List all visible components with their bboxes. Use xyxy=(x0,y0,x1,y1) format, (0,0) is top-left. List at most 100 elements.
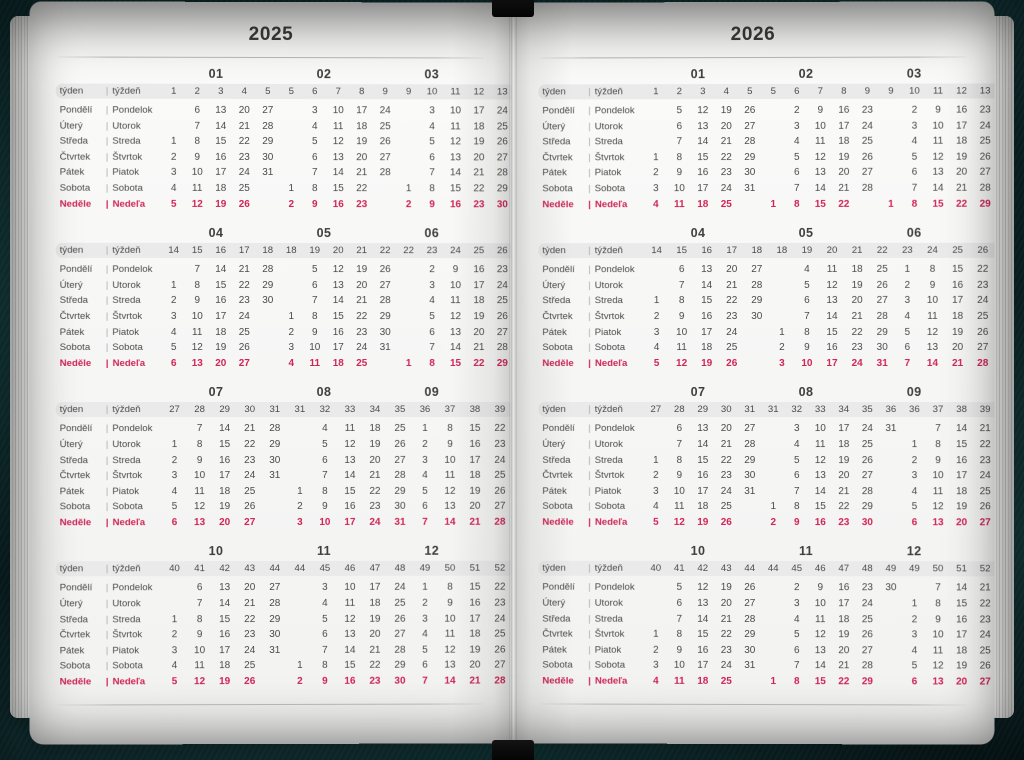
date-cell[interactable]: 12 xyxy=(444,485,456,497)
date-cell[interactable]: 3 xyxy=(171,645,178,657)
date-cell[interactable]: 16 xyxy=(955,104,968,116)
date-cell[interactable]: 14 xyxy=(814,660,826,672)
date-cell[interactable]: 7 xyxy=(935,423,941,435)
date-cell[interactable]: 12 xyxy=(826,279,838,291)
date-cell[interactable]: 20 xyxy=(473,326,485,338)
date-cell[interactable]: 29 xyxy=(394,485,406,497)
date-cell[interactable]: 6 xyxy=(793,644,800,656)
week-number-cell[interactable]: 28 xyxy=(667,402,692,418)
date-cell[interactable]: 26 xyxy=(979,151,991,163)
date-cell[interactable]: 18 xyxy=(838,613,850,625)
date-cell[interactable]: 21 xyxy=(955,182,968,194)
date-cell[interactable]: 17 xyxy=(697,660,709,672)
month-label[interactable]: 10 xyxy=(690,544,706,559)
date-cell[interactable]: 28 xyxy=(494,675,506,687)
date-cell[interactable]: 13 xyxy=(697,423,709,435)
date-cell[interactable]: 11 xyxy=(826,264,838,276)
date-cell[interactable]: 23 xyxy=(356,198,368,210)
date-cell[interactable]: 26 xyxy=(861,454,873,466)
date-cell[interactable]: 30 xyxy=(496,198,508,210)
date-cell[interactable]: 1 xyxy=(288,310,295,322)
date-cell[interactable]: 17 xyxy=(955,629,968,641)
date-cell[interactable]: 23 xyxy=(720,167,732,179)
date-cell[interactable]: 15 xyxy=(814,676,826,688)
date-cell[interactable]: 26 xyxy=(861,629,873,641)
date-cell[interactable]: 10 xyxy=(673,660,685,672)
date-cell[interactable]: 16 xyxy=(215,295,227,307)
date-cell[interactable]: 12 xyxy=(449,136,462,148)
date-cell[interactable]: 26 xyxy=(744,582,756,594)
week-number-cell[interactable]: 38 xyxy=(949,402,974,418)
date-cell[interactable]: 7 xyxy=(793,660,800,672)
date-cell[interactable]: 18 xyxy=(473,120,485,132)
date-cell[interactable]: 8 xyxy=(429,357,435,369)
date-cell[interactable]: 15 xyxy=(697,629,709,641)
date-cell[interactable]: 15 xyxy=(955,598,968,610)
date-cell[interactable]: 16 xyxy=(449,198,462,210)
date-cell[interactable]: 15 xyxy=(932,198,944,210)
month-label[interactable]: 03 xyxy=(424,67,440,82)
date-cell[interactable]: 21 xyxy=(838,660,850,672)
week-number-cell[interactable]: 11 xyxy=(443,84,468,100)
date-cell[interactable]: 17 xyxy=(701,326,713,338)
date-cell[interactable]: 18 xyxy=(369,423,381,435)
date-cell[interactable]: 16 xyxy=(826,342,838,354)
date-cell[interactable]: 5 xyxy=(170,342,177,354)
date-cell[interactable]: 10 xyxy=(673,485,685,497)
date-cell[interactable]: 14 xyxy=(215,120,227,132)
date-cell[interactable]: 23 xyxy=(244,454,256,466)
date-cell[interactable]: 2 xyxy=(429,264,435,276)
date-cell[interactable]: 7 xyxy=(804,310,810,322)
date-cell[interactable]: 29 xyxy=(876,326,888,338)
date-cell[interactable]: 20 xyxy=(955,676,968,688)
date-cell[interactable]: 6 xyxy=(422,660,428,672)
date-cell[interactable]: 5 xyxy=(429,311,435,323)
week-number-cell[interactable]: 9 xyxy=(373,84,397,100)
date-cell[interactable]: 28 xyxy=(379,167,391,179)
date-cell[interactable]: 28 xyxy=(262,120,274,132)
month-label[interactable]: 10 xyxy=(208,544,224,559)
date-cell[interactable]: 18 xyxy=(952,310,964,322)
date-cell[interactable]: 14 xyxy=(219,423,231,435)
month-label[interactable]: 07 xyxy=(690,385,706,400)
date-cell[interactable]: 14 xyxy=(955,582,968,594)
date-cell[interactable]: 31 xyxy=(269,644,281,656)
date-cell[interactable]: 12 xyxy=(193,676,206,688)
date-cell[interactable]: 2 xyxy=(653,310,660,322)
date-cell[interactable]: 24 xyxy=(851,357,863,369)
date-cell[interactable]: 1 xyxy=(405,183,412,195)
date-cell[interactable]: 13 xyxy=(932,676,944,688)
date-cell[interactable]: 27 xyxy=(861,167,873,179)
date-cell[interactable]: 11 xyxy=(674,675,685,687)
date-cell[interactable]: 18 xyxy=(955,645,968,657)
date-cell[interactable]: 26 xyxy=(244,676,256,688)
date-cell[interactable]: 30 xyxy=(379,326,391,338)
date-cell[interactable]: 4 xyxy=(793,438,800,450)
date-cell[interactable]: 25 xyxy=(720,198,732,210)
week-number-cell[interactable]: 40 xyxy=(644,561,668,577)
date-cell[interactable]: 20 xyxy=(720,598,732,610)
date-cell[interactable]: 10 xyxy=(926,295,939,307)
date-cell[interactable]: 4 xyxy=(429,295,435,307)
week-number-cell[interactable]: 32 xyxy=(312,402,338,418)
date-cell[interactable]: 27 xyxy=(394,454,406,466)
week-number-cell[interactable]: 14 xyxy=(161,243,186,259)
date-cell[interactable]: 26 xyxy=(238,198,250,210)
week-number-cell[interactable]: 29 xyxy=(212,402,238,418)
date-cell[interactable]: 28 xyxy=(979,182,991,194)
date-cell[interactable]: 21 xyxy=(726,279,738,291)
date-cell[interactable]: 16 xyxy=(697,167,709,179)
date-cell[interactable]: 23 xyxy=(838,516,850,528)
date-cell[interactable]: 29 xyxy=(262,279,274,291)
date-cell[interactable]: 5 xyxy=(171,676,178,688)
date-cell[interactable]: 13 xyxy=(444,501,456,513)
week-number-cell[interactable]: 41 xyxy=(187,561,213,577)
date-cell[interactable]: 26 xyxy=(496,311,508,323)
week-number-cell[interactable]: 30 xyxy=(714,402,739,418)
week-number-cell[interactable]: 31 xyxy=(262,402,288,418)
date-cell[interactable]: 8 xyxy=(447,582,453,594)
date-cell[interactable]: 24 xyxy=(720,485,732,497)
date-cell[interactable]: 27 xyxy=(861,470,873,482)
date-cell[interactable]: 27 xyxy=(979,517,991,529)
date-cell[interactable]: 23 xyxy=(238,295,250,307)
